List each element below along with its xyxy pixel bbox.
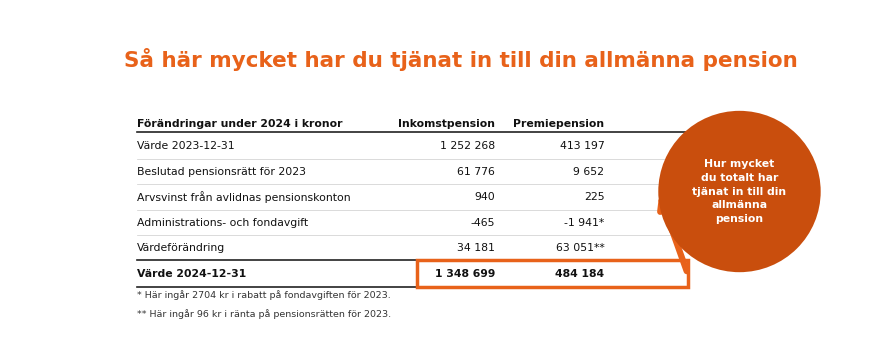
Text: -1 941*: -1 941* [564, 218, 605, 228]
Text: Hur mycket
du totalt har
tjänat in till din
allmänna
pension: Hur mycket du totalt har tjänat in till … [693, 159, 787, 224]
Text: Förändringar under 2024 i kronor: Förändringar under 2024 i kronor [137, 119, 343, 129]
Text: 225: 225 [583, 192, 605, 202]
Text: * Här ingår 2704 kr i rabatt på fondavgiften för 2023.: * Här ingår 2704 kr i rabatt på fondavgi… [137, 290, 391, 300]
Text: Arvsvinst från avlidnas pensionskonton: Arvsvinst från avlidnas pensionskonton [137, 191, 351, 203]
Text: 940: 940 [474, 192, 495, 202]
Text: Inkomstpension: Inkomstpension [399, 119, 495, 129]
Text: 484 184: 484 184 [555, 269, 605, 279]
Text: Värde 2024-12-31: Värde 2024-12-31 [137, 269, 246, 279]
Text: 63 051**: 63 051** [555, 243, 605, 253]
Text: 9 652: 9 652 [574, 167, 605, 177]
Text: 61 776: 61 776 [458, 167, 495, 177]
Ellipse shape [658, 111, 821, 272]
Text: Premiepension: Premiepension [513, 119, 605, 129]
Text: 413 197: 413 197 [560, 141, 605, 151]
Text: 34 181: 34 181 [458, 243, 495, 253]
Text: Värdeförändring: Värdeförändring [137, 243, 225, 253]
Text: Administrations- och fondavgift: Administrations- och fondavgift [137, 218, 308, 228]
Text: 1 348 699: 1 348 699 [435, 269, 495, 279]
Text: ** Här ingår 96 kr i ränta på pensionsrätten för 2023.: ** Här ingår 96 kr i ränta på pensionsrä… [137, 309, 392, 319]
Text: Så här mycket har du tjänat in till din allmänna pension: Så här mycket har du tjänat in till din … [123, 48, 797, 71]
Text: 1 252 268: 1 252 268 [440, 141, 495, 151]
Text: -465: -465 [471, 218, 495, 228]
Text: Värde 2023-12-31: Värde 2023-12-31 [137, 141, 235, 151]
Text: Beslutad pensionsrätt för 2023: Beslutad pensionsrätt för 2023 [137, 167, 306, 177]
